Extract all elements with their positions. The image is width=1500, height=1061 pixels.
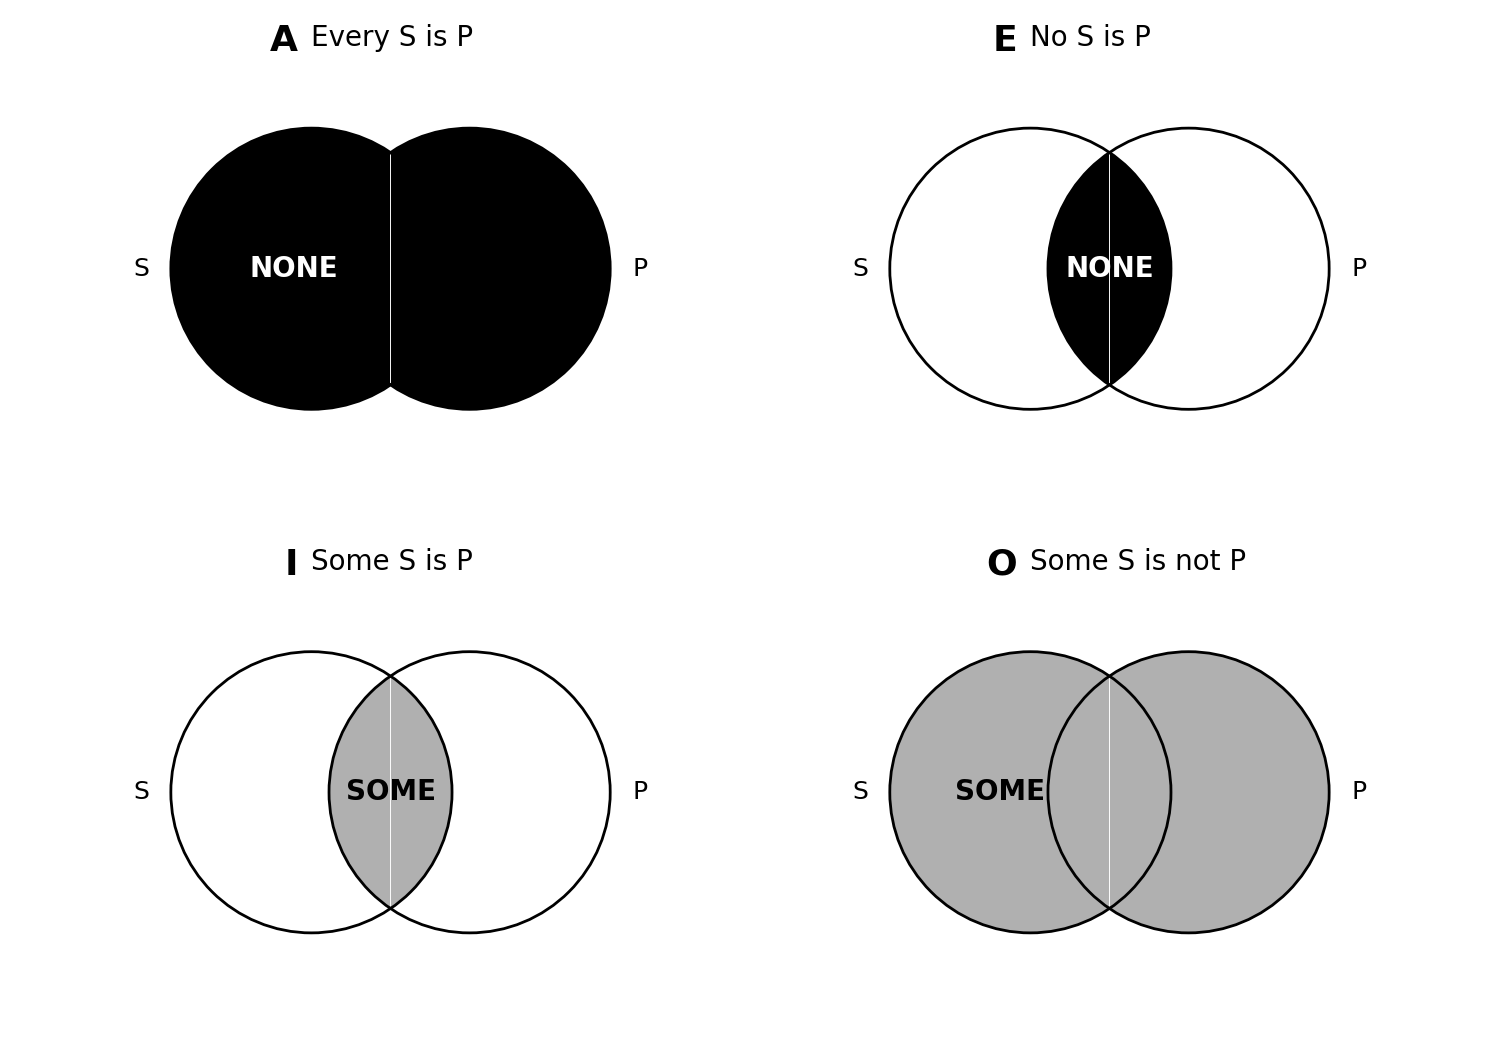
Polygon shape	[890, 651, 1329, 933]
Text: S: S	[134, 257, 148, 281]
Text: S: S	[852, 780, 868, 804]
Polygon shape	[1048, 153, 1172, 385]
Text: P: P	[632, 257, 648, 281]
Text: O: O	[987, 547, 1017, 581]
Text: NONE: NONE	[249, 255, 338, 282]
Text: SOME: SOME	[345, 779, 435, 806]
Text: NONE: NONE	[1065, 255, 1154, 282]
Text: P: P	[1352, 780, 1366, 804]
Text: P: P	[1352, 257, 1366, 281]
Text: S: S	[852, 257, 868, 281]
Text: P: P	[632, 780, 648, 804]
Text: No S is P: No S is P	[1030, 24, 1152, 52]
Polygon shape	[171, 128, 610, 410]
Text: Some S is P: Some S is P	[312, 547, 474, 576]
Text: SOME: SOME	[954, 779, 1044, 806]
Text: S: S	[134, 780, 148, 804]
Text: Every S is P: Every S is P	[312, 24, 474, 52]
Text: E: E	[993, 24, 1017, 58]
Text: A: A	[270, 24, 298, 58]
Polygon shape	[328, 676, 452, 908]
Text: Some S is not P: Some S is not P	[1030, 547, 1246, 576]
Text: I: I	[285, 547, 298, 581]
